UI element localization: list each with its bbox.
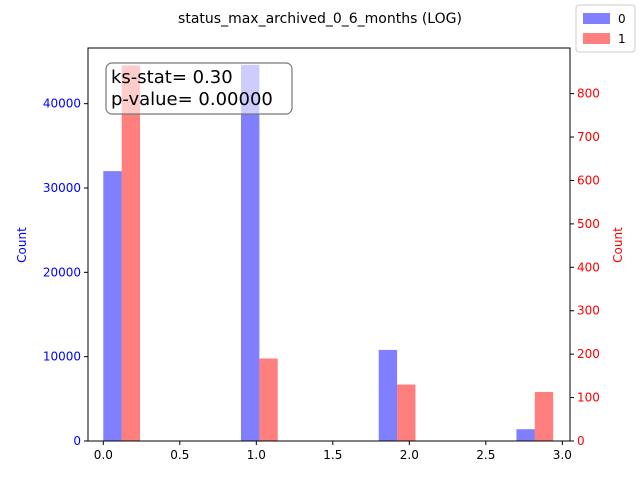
- chart-title: status_max_archived_0_6_months (LOG): [178, 11, 462, 27]
- left-y-tick-label: 10000: [43, 350, 81, 364]
- left-y-tick-label: 20000: [43, 265, 81, 279]
- legend-label-0: 0: [618, 12, 626, 26]
- right-y-tick-label: 800: [577, 87, 600, 101]
- bar-series-0-3: [516, 429, 535, 441]
- stats-annotation: ks-stat= 0.30 p-value= 0.00000: [105, 62, 293, 115]
- x-tick-label: 0.5: [170, 448, 189, 462]
- bar-series-1-2: [397, 384, 416, 441]
- left-y-tick-label: 40000: [43, 97, 81, 111]
- annotation-box: [105, 62, 293, 115]
- bar-series-1-1: [259, 358, 278, 441]
- x-tick-label: 1.0: [247, 448, 266, 462]
- left-y-axis: 0 10000 20000 30000 40000: [43, 97, 88, 448]
- x-tick-label: 2.5: [476, 448, 495, 462]
- left-y-tick-label: 0: [73, 434, 81, 448]
- right-y-tick-label: 300: [577, 304, 600, 318]
- right-y-tick-label: 400: [577, 260, 600, 274]
- left-y-tick-label: 30000: [43, 181, 81, 195]
- right-y-tick-label: 500: [577, 217, 600, 231]
- legend-swatch-1: [583, 33, 610, 44]
- plot-frame: [87, 47, 571, 442]
- bar-series-1-0: [121, 65, 141, 441]
- x-tick-label: 1.5: [323, 448, 342, 462]
- right-y-axis-label: Count: [611, 227, 625, 263]
- legend-swatch-0: [583, 13, 610, 24]
- bar-series-0-2: [378, 349, 398, 441]
- right-y-tick-label: 200: [577, 347, 600, 361]
- x-tick-label: 3.0: [553, 448, 572, 462]
- series-1-bars: [121, 65, 554, 441]
- legend: 0 1: [575, 4, 636, 53]
- right-y-tick-label: 0: [577, 434, 585, 448]
- annotation-p-value: p-value= 0.00000: [111, 89, 273, 110]
- bar-series-0-0: [103, 171, 122, 441]
- x-tick-label: 2.0: [400, 448, 419, 462]
- legend-box: [575, 4, 636, 53]
- series-0-bars: [103, 64, 535, 442]
- annotation-ks-stat: ks-stat= 0.30: [111, 67, 233, 88]
- x-tick-label: 0.0: [94, 448, 113, 462]
- legend-label-1: 1: [618, 32, 626, 46]
- left-y-axis-label: Count: [15, 227, 29, 263]
- bar-series-1-3: [534, 391, 554, 441]
- right-y-axis: 0 100 200 300 400 500 600 700 800: [570, 87, 600, 448]
- right-y-tick-label: 100: [577, 391, 600, 405]
- bar-series-0-1: [241, 64, 260, 442]
- x-axis: 0.0 0.5 1.0 1.5 2.0 2.5 3.0: [94, 441, 572, 462]
- right-y-tick-label: 600: [577, 173, 600, 187]
- right-y-tick-label: 700: [577, 130, 600, 144]
